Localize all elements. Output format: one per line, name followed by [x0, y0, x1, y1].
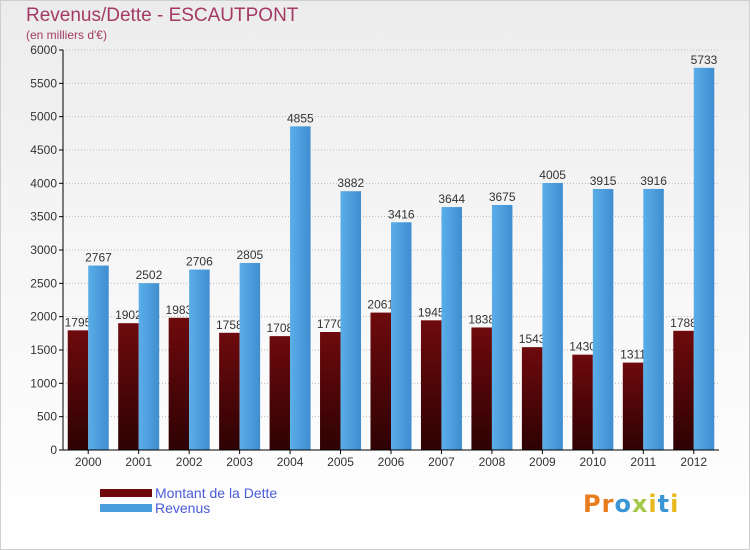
- bar-dette-2008: [471, 327, 492, 450]
- y-tick-label: 2000: [30, 310, 57, 324]
- y-tick-label: 0: [50, 443, 57, 457]
- bar-revenus-2012: [693, 67, 715, 451]
- data-label-revenus-2011: 3916: [640, 174, 667, 188]
- y-tick-label: 4500: [30, 143, 57, 157]
- x-tick-label-2009: 2009: [529, 455, 556, 469]
- legend-label-revenus: Revenus: [155, 500, 211, 516]
- data-label-revenus-2001: 2502: [136, 268, 163, 282]
- data-label-revenus-2004: 4855: [287, 111, 314, 125]
- bar-dette-2007: [420, 320, 442, 450]
- x-tick-label-2012: 2012: [680, 455, 707, 469]
- logo-letter: x: [631, 490, 649, 518]
- bar-revenus-2006: [391, 222, 412, 450]
- y-tick-label: 4000: [30, 176, 57, 190]
- logo-letter: i: [648, 490, 658, 518]
- legend-label-dette: Montant de la Dette: [155, 485, 278, 501]
- bar-revenus-2000: [88, 265, 109, 450]
- logo-letter: P: [583, 490, 602, 518]
- x-tick-label-2004: 2004: [277, 455, 304, 469]
- chart-subtitle: (en milliers d'€): [26, 28, 107, 42]
- data-label-dette-2005: 1770: [317, 317, 344, 331]
- y-tick-label: 2500: [30, 276, 57, 290]
- legend-swatch-dette: [100, 489, 152, 497]
- y-axis-ticks: 0 500 1000 1500 2000 2500 3000 3500 4000 4500 5000…: [30, 43, 63, 457]
- data-label-revenus-2000: 2767: [85, 251, 112, 265]
- y-tick-label: 5500: [30, 76, 57, 90]
- logo-letter: i: [670, 490, 680, 518]
- data-label-dette-2010: 1430: [569, 340, 596, 354]
- bar-dette-2011: [622, 362, 644, 450]
- logo-letter: t: [657, 490, 671, 518]
- logo-letter: o: [614, 490, 632, 518]
- bar-revenus-2005: [340, 191, 362, 450]
- data-label-dette-2002: 1983: [166, 303, 193, 317]
- x-tick-label-2000: 2000: [75, 455, 102, 469]
- bar-dette-2002: [168, 317, 190, 450]
- data-label-dette-2006: 2061: [367, 298, 394, 312]
- bar-revenus-2009: [542, 183, 563, 450]
- bar-dette-2010: [572, 354, 593, 450]
- bar-dette-2012: [673, 330, 694, 450]
- y-tick-label: 3000: [30, 243, 57, 257]
- data-label-dette-2011: 1311: [620, 348, 646, 362]
- bar-dette-2003: [219, 332, 240, 450]
- data-label-revenus-2009: 4005: [539, 168, 566, 182]
- data-label-dette-2001: 1902: [115, 308, 142, 322]
- y-tick-label: 3500: [30, 210, 57, 224]
- data-label-dette-2003: 1758: [216, 318, 243, 332]
- data-label-dette-2000: 1795: [65, 315, 92, 329]
- data-label-dette-2008: 1838: [468, 312, 495, 326]
- data-label-dette-2009: 1543: [519, 332, 546, 346]
- data-label-revenus-2010: 3915: [590, 174, 617, 188]
- data-label-revenus-2012: 5733: [691, 53, 718, 67]
- data-label-revenus-2003: 2805: [237, 248, 264, 262]
- bar-revenus-2002: [189, 269, 210, 450]
- x-tick-label-2001: 2001: [125, 455, 152, 469]
- data-label-revenus-2008: 3675: [489, 190, 516, 204]
- x-tick-label-2002: 2002: [176, 455, 203, 469]
- x-tick-label-2006: 2006: [378, 455, 405, 469]
- bar-dette-2006: [370, 312, 391, 450]
- bar-dette-2005: [320, 332, 341, 450]
- chart-title: Revenus/Dette - ESCAUTPONT: [26, 5, 299, 26]
- bar-revenus-2004: [290, 126, 311, 450]
- bar-dette-2004: [269, 336, 291, 450]
- y-tick-label: 6000: [30, 43, 57, 57]
- y-tick-label: 5000: [30, 110, 57, 124]
- data-label-revenus-2007: 3644: [438, 192, 465, 206]
- x-tick-label-2011: 2011: [630, 455, 656, 469]
- bar-revenus-2003: [239, 263, 261, 450]
- proxiti-logo: Proxiti: [583, 490, 679, 518]
- x-tick-label-2003: 2003: [226, 455, 253, 469]
- data-label-revenus-2005: 3882: [337, 176, 364, 190]
- x-tick-label-2005: 2005: [327, 455, 354, 469]
- axes: [62, 50, 719, 454]
- y-tick-label: 1500: [30, 343, 57, 357]
- legend-swatch-revenus: [100, 504, 152, 512]
- y-tick-label: 500: [37, 410, 57, 424]
- bar-revenus-2008: [491, 205, 513, 450]
- data-label-dette-2004: 1708: [266, 321, 293, 335]
- data-label-dette-2007: 1945: [418, 305, 445, 319]
- bar-revenus-2001: [138, 283, 160, 450]
- data-label-revenus-2002: 2706: [186, 255, 213, 269]
- logo-letter: r: [601, 490, 615, 518]
- bar-revenus-2010: [592, 189, 614, 450]
- bar-dette-2009: [521, 347, 543, 450]
- x-axis-labels: 2000 2001 2002 2003 2004 2005 2006 2007 2008 2009…: [75, 455, 708, 469]
- data-label-dette-2012: 1788: [670, 316, 697, 330]
- x-tick-label-2010: 2010: [579, 455, 606, 469]
- y-tick-label: 1000: [30, 376, 57, 390]
- bar-revenus-2007: [441, 207, 462, 450]
- x-tick-label-2008: 2008: [479, 455, 506, 469]
- data-label-revenus-2006: 3416: [388, 207, 415, 221]
- bar-dette-2000: [67, 330, 89, 450]
- bar-dette-2001: [118, 323, 139, 450]
- x-tick-label-2007: 2007: [428, 455, 455, 469]
- bars: 1795 2767 1902 2502 1983 2706 1758 2805 1708 4855…: [65, 53, 718, 451]
- bar-revenus-2011: [643, 188, 664, 450]
